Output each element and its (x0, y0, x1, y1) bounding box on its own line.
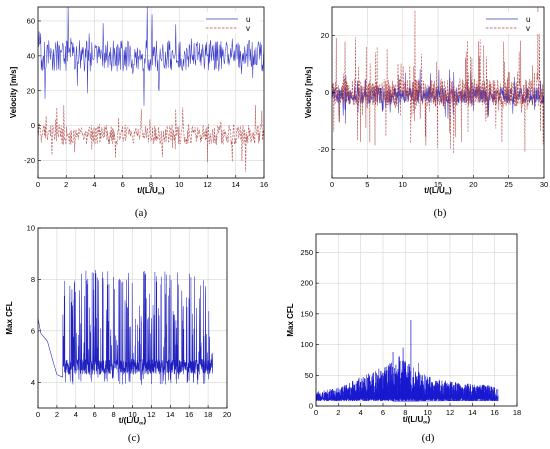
x-tick-label: 14 (468, 408, 476, 417)
y-tick-label: 10 (27, 224, 35, 233)
x-tick-label: 30 (540, 180, 548, 189)
x-axis-label: t/(L/U∞) (403, 415, 431, 426)
x-tick-label: 5 (365, 180, 369, 189)
y-tick-label: 20 (321, 31, 329, 40)
y-tick-label: 20 (27, 86, 35, 95)
series-line-v (38, 105, 264, 173)
y-tick-label: 8 (31, 275, 35, 284)
y-tick-label: 50 (305, 371, 313, 380)
y-tick-label: 250 (300, 248, 313, 257)
panel-caption: (d) (422, 432, 435, 444)
y-axis-label: Max CFL (5, 301, 14, 334)
y-tick-label: -20 (24, 156, 35, 165)
x-tick-label: 10 (398, 180, 406, 189)
x-tick-label: 8 (403, 408, 407, 417)
legend: uv (204, 12, 260, 34)
series-line-v (332, 7, 544, 154)
x-tick-label: 6 (381, 408, 385, 417)
x-tick-label: 15 (434, 180, 442, 189)
x-tick-label: 2 (64, 180, 68, 189)
legend: uv (484, 12, 540, 34)
series-line-u (38, 7, 264, 106)
x-tick-label: 0 (36, 180, 40, 189)
x-tick-label: 25 (504, 180, 512, 189)
y-tick-label: 60 (27, 16, 35, 25)
y-tick-label: 100 (300, 340, 313, 349)
legend-label-u: u (526, 15, 530, 24)
x-tick-label: 18 (204, 410, 212, 419)
x-axis-label: t/(L/U∞) (137, 186, 165, 197)
x-tick-label: 4 (74, 410, 78, 419)
y-tick-label: -20 (318, 145, 329, 154)
x-tick-label: 10 (423, 408, 431, 417)
plot-frame (315, 233, 518, 407)
x-tick-label: 0 (36, 410, 40, 419)
y-tick-label: 0 (325, 88, 329, 97)
x-tick-label: 6 (93, 410, 97, 419)
x-axis-label: t/(L/U∞) (119, 416, 147, 427)
legend-label-u: u (246, 15, 250, 24)
x-tick-label: 8 (149, 180, 153, 189)
chart-panel-2: 0 5 10 15 20 25 30 -20 0 20 t/(L/U∞) Velocity [m/s]… (304, 6, 548, 219)
y-axis-label: Velocity [m/s] (304, 66, 313, 118)
x-tick-label: 10 (128, 410, 136, 419)
x-tick-label: 16 (490, 408, 498, 417)
x-tick-label: 10 (175, 180, 183, 189)
x-tick-label: 16 (185, 410, 193, 419)
x-tick-label: 14 (166, 410, 174, 419)
chart-panel-1: 0 2 4 6 8 10 12 14 16 -20 0 20 40 60 t/(L/U∞) Velocity … (9, 6, 268, 219)
y-tick-label: 4 (31, 378, 35, 387)
legend-label-v: v (526, 24, 530, 33)
panel-caption: (b) (434, 207, 447, 219)
x-tick-label: 12 (147, 410, 155, 419)
y-axis-label: Max CFL (286, 303, 295, 336)
chart-panel-4: 0 2 4 6 8 10 12 14 16 18 0 50 100 150 200 250 t/(L/U∞) Ma… (286, 233, 521, 444)
x-tick-label: 6 (121, 180, 125, 189)
x-tick-label: 2 (55, 410, 59, 419)
panel-caption: (c) (128, 432, 141, 444)
x-axis-label: t/(L/U∞) (424, 186, 452, 197)
x-tick-label: 14 (232, 180, 240, 189)
y-tick-label: 6 (31, 326, 35, 335)
x-tick-label: 4 (359, 408, 363, 417)
x-tick-label: 20 (469, 180, 477, 189)
series-line-cfl (38, 269, 214, 385)
x-tick-label: 16 (260, 180, 268, 189)
x-tick-label: 0 (314, 408, 318, 417)
series-line-cfl (316, 320, 499, 402)
y-axis-label: Velocity [m/s] (9, 66, 18, 118)
y-tick-label: 0 (31, 121, 35, 130)
x-tick-label: 18 (513, 408, 521, 417)
y-tick-label: 0 (309, 402, 313, 411)
x-tick-label: 12 (203, 180, 211, 189)
legend-label-v: v (246, 24, 250, 33)
panel-caption: (a) (135, 207, 148, 219)
plot-area (316, 234, 517, 406)
x-tick-label: 4 (92, 180, 96, 189)
x-tick-label: 12 (446, 408, 454, 417)
y-tick-label: 40 (27, 51, 35, 60)
x-tick-label: 0 (330, 180, 334, 189)
y-tick-label: 150 (300, 309, 313, 318)
x-tick-label: 20 (223, 410, 231, 419)
x-tick-label: 8 (112, 410, 116, 419)
x-tick-label: 2 (336, 408, 340, 417)
y-tick-label: 200 (300, 279, 313, 288)
